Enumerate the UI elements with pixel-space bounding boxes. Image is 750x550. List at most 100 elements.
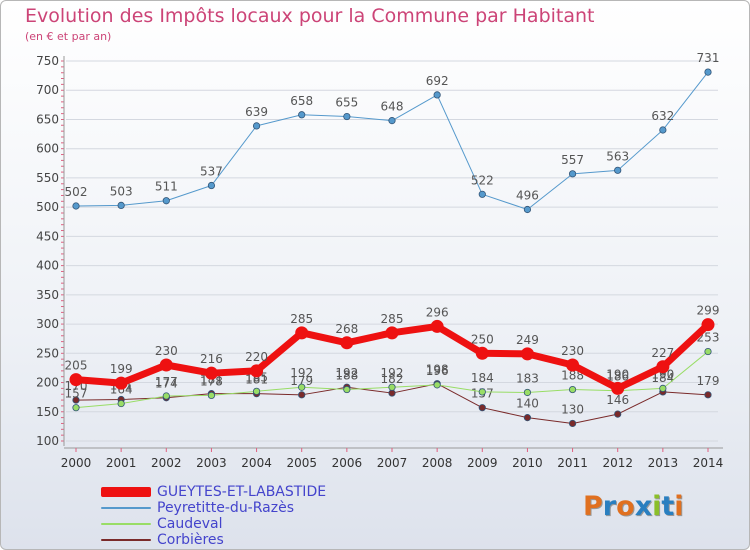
- data-label: 503: [110, 184, 133, 198]
- data-point: [704, 391, 712, 399]
- proxiti-logo: Proxiti: [583, 491, 684, 522]
- data-point: [343, 385, 351, 394]
- logo-letter: t: [661, 491, 675, 522]
- data-point: [659, 126, 667, 134]
- y-tick-label: 600: [36, 142, 59, 156]
- data-label: 522: [471, 173, 494, 187]
- data-point: [295, 326, 309, 340]
- data-point: [114, 376, 128, 390]
- data-point: [250, 364, 264, 378]
- x-tick-label: 2007: [377, 456, 408, 470]
- data-point: [162, 392, 170, 400]
- logo-letter: i: [652, 491, 662, 522]
- data-label: 557: [561, 153, 584, 167]
- data-label: 648: [381, 100, 404, 114]
- data-label: 227: [651, 346, 674, 360]
- x-tick-label: 2013: [648, 456, 679, 470]
- data-point: [343, 112, 351, 121]
- data-label: 658: [290, 94, 313, 108]
- data-label: 537: [200, 165, 223, 179]
- data-label: 190: [606, 367, 629, 381]
- data-label: 563: [606, 149, 629, 163]
- data-point: [523, 388, 532, 397]
- data-point: [433, 381, 441, 389]
- data-point: [207, 181, 216, 190]
- x-tick-label: 2012: [602, 456, 633, 470]
- data-point: [611, 381, 625, 395]
- legend-swatch: [101, 539, 151, 541]
- data-point: [340, 336, 354, 350]
- x-tick-label: 2014: [693, 456, 724, 470]
- data-point: [117, 399, 125, 408]
- data-label: 184: [471, 371, 494, 385]
- data-label: 731: [697, 51, 720, 65]
- y-tick-label: 450: [36, 229, 59, 243]
- data-point: [298, 383, 306, 391]
- data-label: 268: [335, 322, 358, 336]
- logo-letter: r: [602, 491, 617, 522]
- data-point: [159, 358, 173, 372]
- data-point: [69, 373, 83, 387]
- data-label: 198: [426, 363, 449, 377]
- legend-swatch: [101, 487, 151, 497]
- data-label: 216: [200, 352, 223, 366]
- x-tick-label: 2000: [61, 456, 92, 470]
- legend-label: Caudeval: [157, 516, 223, 532]
- x-tick-label: 2010: [512, 456, 543, 470]
- data-label: 230: [561, 344, 584, 358]
- logo-letter: x: [634, 491, 653, 522]
- data-label: 183: [516, 371, 539, 385]
- data-point: [162, 197, 170, 205]
- data-label: 285: [290, 312, 313, 326]
- data-label: 249: [516, 333, 539, 347]
- data-label: 220: [245, 350, 268, 364]
- data-label: 230: [155, 344, 178, 358]
- data-label: 192: [290, 366, 313, 380]
- data-label: 130: [561, 402, 584, 416]
- data-point: [204, 366, 218, 380]
- chart-title: Evolution des Impôts locaux pour la Comm…: [25, 5, 595, 27]
- data-label: 177: [155, 375, 178, 389]
- legend-label: GUEYTES-ET-LABASTIDE: [157, 484, 327, 500]
- data-label: 174: [155, 377, 178, 391]
- data-label: 178: [200, 374, 223, 388]
- data-label: 179: [290, 374, 313, 388]
- data-label: 632: [651, 109, 674, 123]
- data-label: 199: [110, 362, 133, 376]
- logo-letter: P: [583, 491, 603, 522]
- data-label: 299: [697, 304, 720, 318]
- data-point: [478, 190, 486, 198]
- data-label: 182: [381, 372, 404, 386]
- data-label: 186: [606, 370, 629, 384]
- data-point: [72, 404, 80, 412]
- y-tick-label: 300: [36, 317, 59, 331]
- data-point: [523, 205, 532, 214]
- data-label: 157: [65, 387, 88, 401]
- y-tick-label: 550: [36, 171, 59, 185]
- data-point: [72, 396, 80, 404]
- data-point: [298, 391, 306, 399]
- x-tick-label: 2005: [286, 456, 317, 470]
- y-tick-label: 500: [36, 200, 59, 214]
- data-point: [568, 385, 577, 394]
- data-label: 188: [335, 369, 358, 383]
- data-point: [523, 414, 532, 422]
- data-point: [656, 360, 670, 374]
- x-tick-label: 2003: [196, 456, 227, 470]
- data-label: 250: [471, 332, 494, 346]
- data-point: [478, 404, 486, 412]
- data-label: 296: [426, 305, 449, 319]
- legend-swatch: [101, 523, 151, 525]
- data-point: [207, 391, 216, 399]
- data-label: 511: [155, 180, 178, 194]
- data-label: 184: [651, 371, 674, 385]
- data-point: [478, 388, 486, 396]
- data-point: [701, 318, 715, 332]
- data-label: 179: [697, 374, 720, 388]
- data-point: [566, 358, 580, 372]
- data-label: 639: [245, 105, 268, 119]
- data-point: [568, 419, 577, 428]
- chart-subtitle: (en € et par an): [25, 30, 112, 43]
- data-point: [614, 166, 622, 174]
- data-label: 192: [381, 366, 404, 380]
